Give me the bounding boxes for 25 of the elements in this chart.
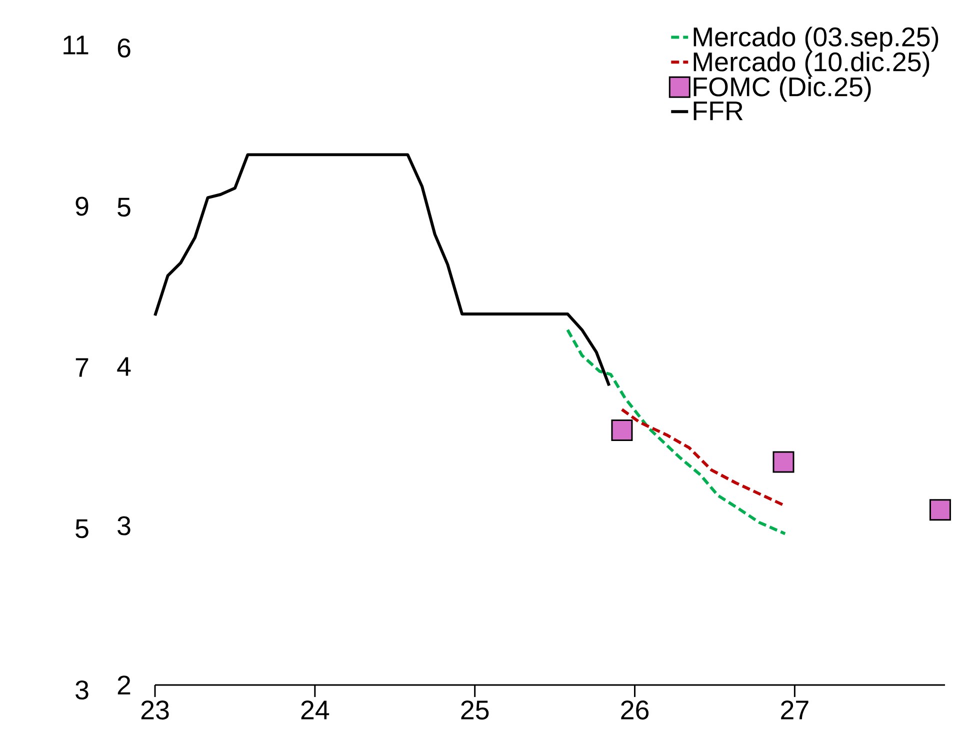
x-tick-label: 26 [621, 700, 649, 720]
point [611, 419, 633, 441]
y-tick-label: 6 [118, 38, 130, 58]
y2-tick-label: 7 [76, 358, 88, 377]
legend-label: Mercado (03.sep.25) [694, 26, 938, 52]
x-tick-label: 25 [461, 700, 489, 720]
y2-tick-label: 5 [76, 519, 88, 538]
line-series [620, 408, 785, 507]
line-series [154, 153, 611, 388]
point [772, 451, 794, 473]
x-tick-label: 27 [781, 700, 808, 720]
y-tick-label: 5 [118, 198, 130, 217]
x-tick-label: 24 [301, 700, 330, 720]
y-tick-label: 2 [118, 676, 130, 694]
y2-tick-label: 9 [76, 196, 88, 216]
legend-label: FFR [694, 102, 743, 120]
legend-label: FOMC (Dic.25) [694, 76, 871, 102]
legend-label: Mercado (10.dic.25) [694, 52, 930, 77]
y2-tick-label: 3 [76, 680, 88, 700]
y-tick-label: 4 [117, 357, 131, 376]
line-series [566, 328, 787, 536]
point [929, 499, 951, 521]
y2-tick-label: 11 [64, 36, 88, 54]
y-tick-label: 3 [118, 516, 130, 536]
x-tick-label: 23 [141, 700, 169, 720]
